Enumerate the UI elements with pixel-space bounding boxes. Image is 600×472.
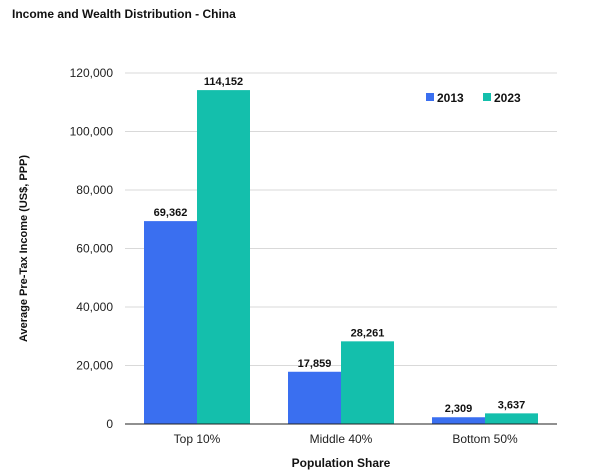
bar-value-labels: 69,362 114,152 17,859 28,261 2,309 3,637 — [154, 76, 526, 415]
legend-swatch — [483, 93, 491, 101]
bar-2013 — [144, 221, 197, 424]
x-tick-label: Middle 40% — [310, 432, 373, 446]
y-tick-label: 0 — [106, 417, 113, 431]
legend-swatch — [426, 93, 434, 101]
x-tick-label: Bottom 50% — [452, 432, 518, 446]
bar-value-label: 69,362 — [154, 207, 188, 219]
bar-value-label: 2,309 — [445, 403, 473, 415]
x-axis-tick-labels: Top 10% Middle 40% Bottom 50% — [174, 432, 518, 446]
bar-value-label: 114,152 — [204, 76, 243, 88]
bars — [144, 90, 538, 424]
bar-value-label: 17,859 — [298, 358, 332, 370]
y-axis-label: Average Pre-Tax Income (US$, PPP) — [18, 155, 30, 342]
bar-2013 — [432, 417, 485, 424]
y-tick-label: 60,000 — [76, 242, 113, 256]
bar-2023 — [485, 413, 538, 424]
bar-value-label: 3,637 — [498, 399, 526, 411]
y-tick-label: 40,000 — [76, 300, 113, 314]
legend: 2013 2023 — [426, 91, 521, 105]
bar-2013 — [288, 371, 341, 424]
chart-title: Income and Wealth Distribution - China — [12, 7, 236, 21]
y-tick-label: 100,000 — [70, 125, 114, 139]
y-axis-tick-labels: 0 20,000 40,000 60,000 80,000 100,000 120,000 — [70, 66, 114, 431]
y-tick-label: 120,000 — [70, 66, 114, 80]
bar-value-label: 28,261 — [351, 327, 385, 339]
x-tick-label: Top 10% — [174, 432, 221, 446]
bar-2023 — [197, 90, 250, 424]
bar-2023 — [341, 341, 394, 424]
y-tick-label: 20,000 — [76, 359, 113, 373]
y-tick-label: 80,000 — [76, 183, 113, 197]
legend-label: 2023 — [494, 91, 521, 105]
legend-label: 2013 — [437, 91, 464, 105]
x-axis-label: Population Share — [292, 456, 391, 470]
